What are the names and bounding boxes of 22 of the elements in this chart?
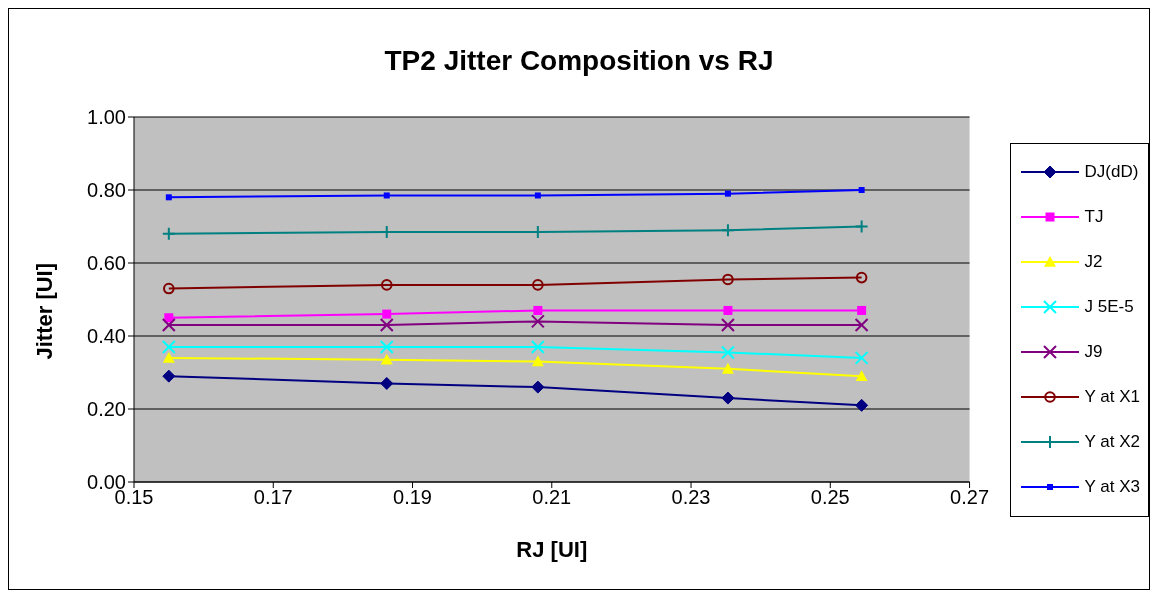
y-tick-label: 0.60 [87,252,126,275]
y-axis-title: Jitter [UI] [31,262,57,360]
y-tick-label: 0.40 [87,325,126,348]
legend-label: TJ [1084,207,1104,227]
legend-label: J9 [1084,342,1103,362]
legend-label: J 5E-5 [1084,297,1134,317]
y-tick-label: 1.00 [87,106,126,129]
x-tick-label: 0.17 [253,486,293,509]
y-tick-label: 0.80 [87,179,126,202]
chart-title: TP2 Jitter Composition vs RJ [383,45,775,77]
x-tick-label: 0.19 [393,486,432,509]
legend-label: Y at X3 [1084,477,1140,497]
legend-label: Y at X2 [1084,432,1140,452]
x-axis-title: RJ [UI] [516,537,588,562]
x-tick-label: 0.27 [950,486,990,509]
x-tick-label: 0.25 [810,486,850,509]
legend-label: Y at X1 [1084,387,1140,407]
x-tick-label: 0.21 [532,486,572,509]
y-tick-label: 0.20 [87,398,126,421]
legend-label: DJ(dD) [1084,162,1139,182]
x-tick-label: 0.23 [671,486,711,509]
legend-label: J2 [1084,252,1103,272]
